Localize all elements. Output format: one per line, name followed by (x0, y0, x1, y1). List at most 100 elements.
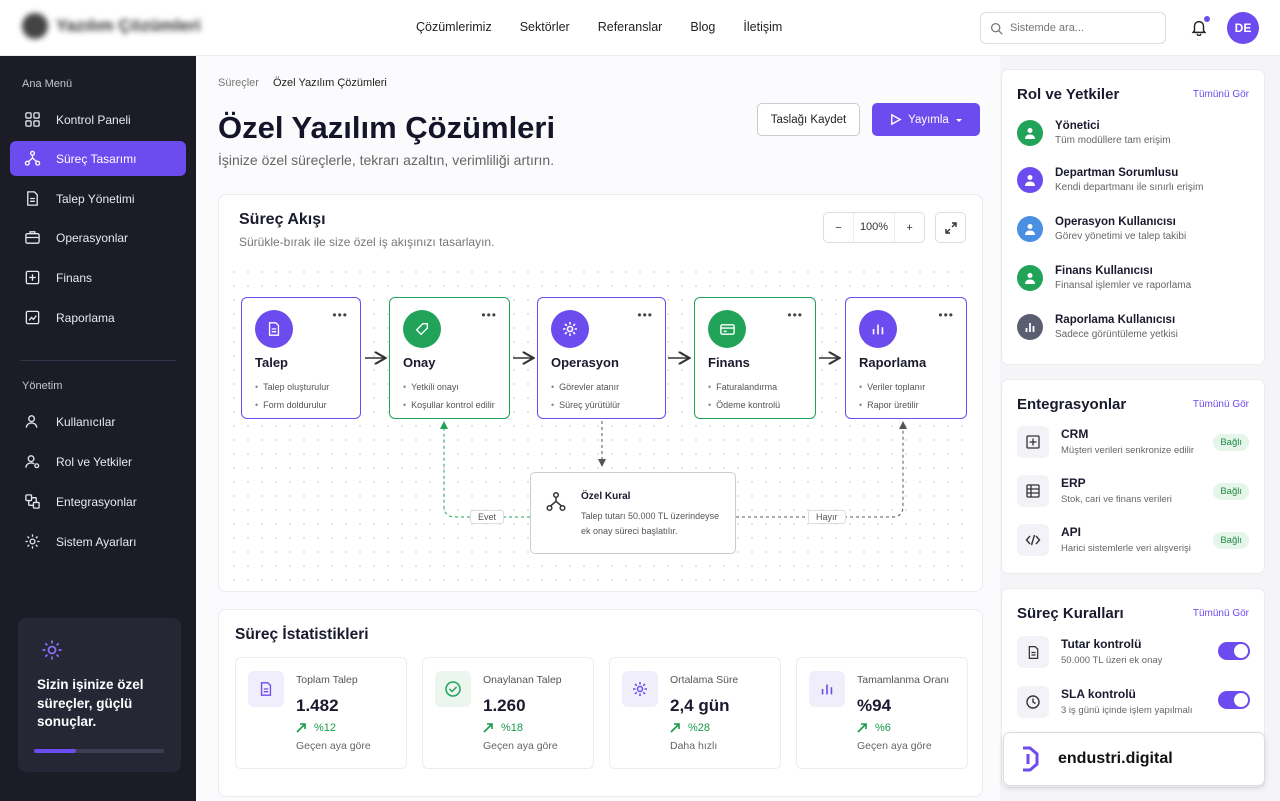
document-icon (27, 191, 38, 206)
promo-text: Sizin işinize özel süreçler, güçlü sonuç… (37, 677, 144, 729)
breadcrumb-item[interactable]: Süreçler (218, 77, 259, 89)
rule-toggle[interactable] (1218, 642, 1250, 660)
node-title: Raporlama (859, 355, 927, 370)
node-item: Ödeme kontrolü (708, 396, 780, 414)
search-input[interactable] (1010, 22, 1150, 34)
nav-item[interactable]: Çözümlerimiz (416, 20, 492, 34)
role-item[interactable]: Finans Kullanıcısı Finansal işlemler ve r… (1017, 265, 1191, 291)
nav-item[interactable]: Blog (690, 20, 716, 34)
notification-button[interactable] (1190, 16, 1210, 38)
node-items: Veriler toplanırRapor üretilir (859, 378, 925, 414)
flow-node-finans[interactable]: ••• Finans FaturalandırmaÖdeme kontrolü (694, 297, 816, 419)
stat-delta-value: %28 (688, 722, 711, 734)
brand-badge[interactable]: endustri.digital (1003, 732, 1265, 786)
stat-delta: %6 (857, 722, 891, 734)
nav-item[interactable]: Referanslar (597, 20, 663, 34)
stat-delta: %12 (296, 722, 336, 734)
brand-logo-icon (1023, 746, 1039, 772)
rule-desc: 3 iş günü içinde işlem yapılmalı (1061, 705, 1193, 716)
stat-delta-value: %18 (501, 722, 524, 734)
stat-delta-value: %12 (314, 722, 337, 734)
zoom-level: 100% (852, 213, 896, 242)
rule-toggle[interactable] (1218, 691, 1250, 709)
nav-item[interactable]: İletişim (743, 20, 783, 34)
sidebar-item-users[interactable]: Kullanıcılar (10, 404, 186, 439)
trend-up-icon (857, 723, 867, 733)
sidebar-item-process-design[interactable]: Süreç Tasarımı (10, 141, 186, 176)
flow-node-onay[interactable]: ••• Onay Yetkili onayıKoşullar kontrol e… (389, 297, 510, 419)
stat-note: Geçen aya göre (296, 740, 371, 752)
stat-label: Tamamlanma Oranı (857, 674, 950, 686)
rule-item: SLA kontrolü 3 iş günü içinde işlem yapıl… (1017, 686, 1192, 718)
sidebar-item-integrations[interactable]: Entegrasyonlar (10, 484, 186, 519)
fullscreen-button[interactable] (935, 212, 966, 243)
section-title-main: Ana Menü (22, 78, 73, 90)
stat-delta: %18 (483, 722, 523, 734)
publish-button[interactable]: Yayımla (872, 103, 980, 136)
stat-total-requests: Toplam Talep 1.482 %12 Geçen aya göre (235, 657, 407, 769)
custom-rule-node[interactable]: Özel Kural Talep tutarı 50.000 TL üzerin… (530, 472, 736, 554)
nav-item[interactable]: Sektörler (519, 20, 570, 34)
node-title: Finans (708, 355, 750, 370)
play-icon (891, 113, 902, 126)
node-item: Veriler toplanır (859, 378, 925, 396)
avatar[interactable]: DE (1227, 12, 1259, 44)
stat-value: 2,4 gün (670, 696, 730, 715)
sidebar-item-operations[interactable]: Operasyonlar (10, 220, 186, 255)
integrations-view-all-link[interactable]: Tümünü Gör (1192, 399, 1249, 410)
roles-view-all-link[interactable]: Tümünü Gör (1192, 89, 1249, 100)
brand-text: endustri.digital (1058, 750, 1173, 767)
node-menu-button[interactable]: ••• (481, 308, 497, 322)
bar-chart-icon (1017, 314, 1043, 340)
rule-desc: 50.000 TL üzeri ek onay (1061, 655, 1163, 666)
integration-name: API (1061, 525, 1082, 539)
rule-item: Tutar kontrolü 50.000 TL üzeri ek onay (1017, 636, 1162, 668)
role-item[interactable]: Raporlama Kullanıcısı Sadece görüntüleme … (1017, 314, 1178, 340)
zoom-out-button[interactable]: − (835, 221, 842, 234)
rules-view-all-link[interactable]: Tümünü Gör (1192, 608, 1249, 619)
sidebar-item-settings[interactable]: Sistem Ayarları (10, 524, 186, 559)
sidebar-item-label: Finans (56, 270, 93, 285)
rule-description: Talep tutarı 50.000 TL üzerindeyse ek on… (581, 511, 720, 536)
sidebar-item-reporting[interactable]: Raporlama (10, 300, 186, 335)
node-item: Süreç yürütülür (551, 396, 620, 414)
user-icon (1017, 120, 1043, 146)
role-item[interactable]: Yönetici Tüm modüllere tam erişim (1017, 120, 1171, 146)
sidebar-item-label: Entegrasyonlar (56, 494, 137, 509)
stat-note: Geçen aya göre (483, 740, 558, 752)
flow-node-raporlama[interactable]: ••• Raporlama Veriler toplanırRapor üret… (845, 297, 967, 419)
sidebar-item-requests[interactable]: Talep Yönetimi (10, 181, 186, 216)
search-box[interactable] (980, 12, 1166, 44)
role-item[interactable]: Operasyon Kullanıcısı Görev yönetimi ve t… (1017, 216, 1186, 242)
process-icon (24, 150, 41, 166)
integration-desc: Müşteri verileri senkronize edilir (1061, 445, 1195, 456)
process-stats-card: Süreç İstatistikleri Toplam Talep 1.482 … (218, 609, 983, 797)
logo[interactable]: Yazılım Çözümleri (22, 13, 201, 39)
bar-chart-icon (859, 310, 897, 348)
sidebar-item-finance[interactable]: Finans (10, 260, 186, 295)
role-item[interactable]: Departman Sorumlusu Kendi departmanı ile … (1017, 167, 1203, 193)
node-menu-button[interactable]: ••• (637, 308, 653, 322)
flow-node-talep[interactable]: ••• Talep Talep oluşturulurForm doldurul… (241, 297, 361, 419)
expand-icon (944, 221, 957, 234)
integration-item[interactable]: CRM Müşteri verileri senkronize edilir (1017, 426, 1194, 458)
tag-icon (403, 310, 441, 348)
sidebar-item-roles[interactable]: Rol ve Yetkiler (10, 444, 186, 479)
zoom-in-button[interactable]: + (906, 221, 913, 234)
node-menu-button[interactable]: ••• (938, 308, 954, 322)
node-menu-button[interactable]: ••• (787, 308, 803, 322)
calculator-icon (25, 270, 40, 285)
integration-item[interactable]: API Harici sistemlerle veri alışverişi (1017, 524, 1191, 556)
save-draft-button[interactable]: Taslağı Kaydet (757, 103, 860, 136)
flow-node-operasyon[interactable]: ••• Operasyon Görevler atanırSüreç yürüt… (537, 297, 666, 419)
stat-delta-value: %6 (875, 722, 891, 734)
chevron-down-icon[interactable] (955, 116, 963, 124)
rule-title: Özel Kural (581, 491, 631, 502)
sidebar-item-dashboard[interactable]: Kontrol Paneli (10, 102, 186, 137)
role-name: Yönetici (1055, 120, 1100, 132)
integration-item[interactable]: ERP Stok, cari ve finans verileri (1017, 475, 1172, 507)
integration-name: ERP (1061, 476, 1086, 490)
stat-value: 1.482 (296, 696, 339, 715)
chart-icon (25, 310, 40, 325)
node-menu-button[interactable]: ••• (332, 308, 348, 322)
